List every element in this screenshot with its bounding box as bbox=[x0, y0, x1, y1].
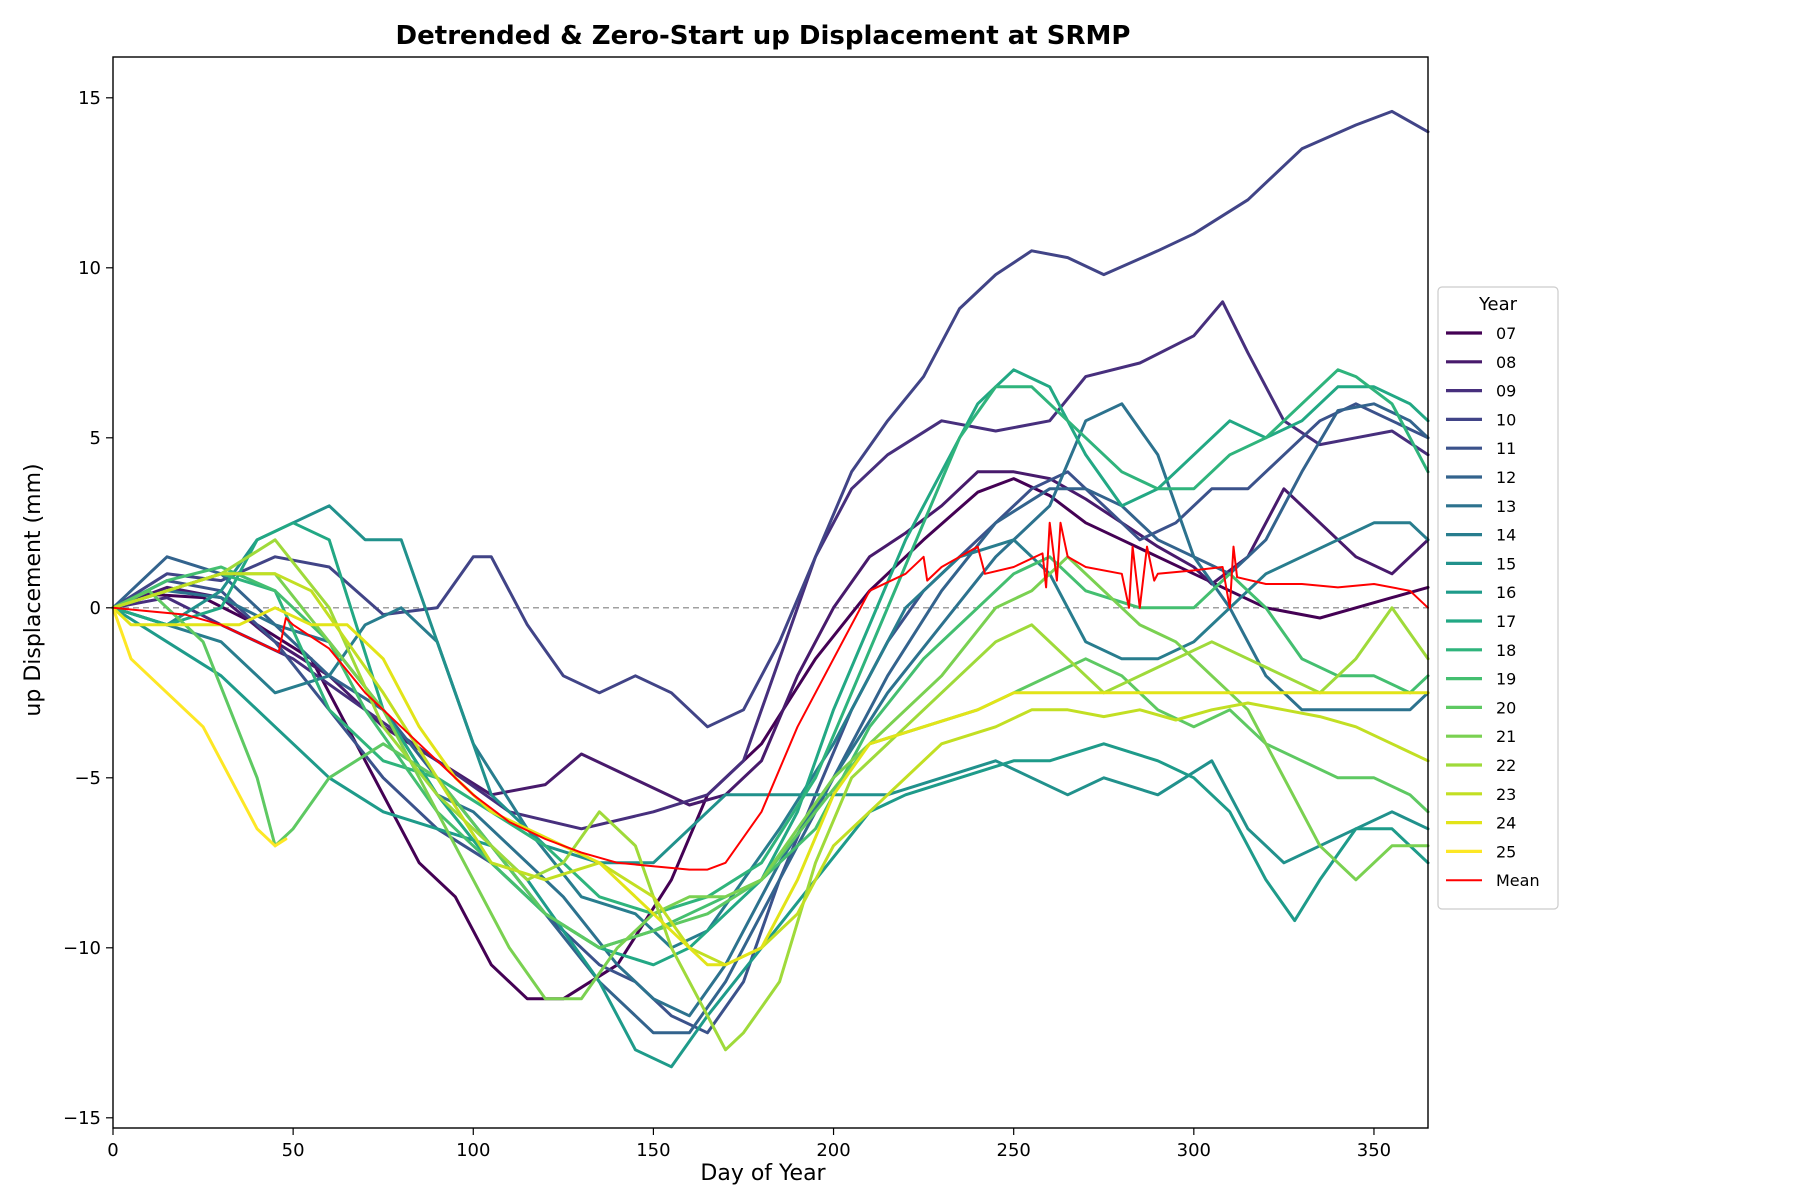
series-line-21 bbox=[111, 555, 1430, 1001]
series-layer bbox=[111, 109, 1430, 1069]
legend-label-11: 11 bbox=[1496, 439, 1516, 458]
legend-label-25: 25 bbox=[1496, 842, 1516, 861]
legend-label-08: 08 bbox=[1496, 353, 1516, 372]
legend: Year 07 08 09 10 11 12 13 14 15 16 17 18 19 20 21 22 23 24… bbox=[1437, 286, 1559, 910]
series-line-25 bbox=[111, 606, 288, 848]
series-line-19 bbox=[111, 555, 1430, 950]
y-axis: −15 −10 −5 0 5 10 15 bbox=[63, 88, 113, 1129]
y-tick-label: 0 bbox=[90, 598, 101, 619]
y-tick-label: −15 bbox=[63, 1108, 101, 1129]
legend-label-20: 20 bbox=[1496, 698, 1516, 717]
chart-title: Detrended & Zero-Start up Displacement a… bbox=[396, 21, 1131, 51]
x-axis: 0 50 100 150 200 250 300 350 bbox=[107, 1128, 1391, 1161]
x-tick-label: 100 bbox=[456, 1140, 490, 1161]
y-tick-label: −5 bbox=[74, 768, 101, 789]
series-line-22 bbox=[111, 538, 1430, 1052]
x-tick-label: 50 bbox=[282, 1140, 305, 1161]
legend-label-17: 17 bbox=[1496, 612, 1516, 631]
legend-label-07: 07 bbox=[1496, 324, 1516, 343]
legend-label-14: 14 bbox=[1496, 526, 1516, 545]
legend-label-23: 23 bbox=[1496, 785, 1516, 804]
x-tick-label: 0 bbox=[107, 1140, 118, 1161]
series-line-07 bbox=[111, 477, 1430, 1001]
y-tick-label: 15 bbox=[78, 88, 101, 109]
legend-box bbox=[1437, 286, 1559, 910]
series-line-17 bbox=[111, 368, 1430, 967]
legend-label-15: 15 bbox=[1496, 554, 1516, 573]
legend-label-21: 21 bbox=[1496, 727, 1516, 746]
series-line-16 bbox=[111, 606, 1430, 1069]
legend-label-Mean: Mean bbox=[1496, 871, 1540, 890]
legend-label-09: 09 bbox=[1496, 382, 1516, 401]
series-line-20 bbox=[111, 589, 1430, 950]
y-tick-label: 10 bbox=[78, 258, 101, 279]
series-line-23 bbox=[111, 572, 1430, 967]
x-axis-label: Day of Year bbox=[700, 1161, 826, 1186]
legend-label-12: 12 bbox=[1496, 468, 1516, 487]
legend-label-16: 16 bbox=[1496, 583, 1516, 602]
legend-label-18: 18 bbox=[1496, 641, 1516, 660]
series-line-08 bbox=[111, 470, 1430, 807]
plot-frame bbox=[112, 56, 1429, 1129]
series-line-10 bbox=[111, 109, 1430, 729]
x-tick-label: 150 bbox=[636, 1140, 670, 1161]
y-tick-label: 5 bbox=[90, 428, 101, 449]
x-tick-label: 300 bbox=[1177, 1140, 1211, 1161]
x-tick-label: 200 bbox=[816, 1140, 850, 1161]
legend-title: Year bbox=[1478, 294, 1518, 315]
legend-label-19: 19 bbox=[1496, 670, 1516, 689]
legend-label-22: 22 bbox=[1496, 756, 1516, 775]
series-line-18 bbox=[111, 368, 1430, 916]
y-axis-label: up Displacement (mm) bbox=[21, 463, 46, 716]
series-line-15 bbox=[111, 504, 1430, 865]
series-line-14 bbox=[111, 521, 1430, 950]
x-tick-label: 350 bbox=[1357, 1140, 1391, 1161]
series-line-24 bbox=[111, 606, 1430, 967]
y-tick-label: −10 bbox=[63, 938, 101, 959]
legend-label-10: 10 bbox=[1496, 410, 1516, 429]
legend-label-13: 13 bbox=[1496, 497, 1516, 516]
series-line-Mean bbox=[112, 521, 1429, 871]
series-line-09 bbox=[111, 300, 1430, 831]
x-tick-label: 250 bbox=[997, 1140, 1031, 1161]
legend-label-24: 24 bbox=[1496, 814, 1516, 833]
